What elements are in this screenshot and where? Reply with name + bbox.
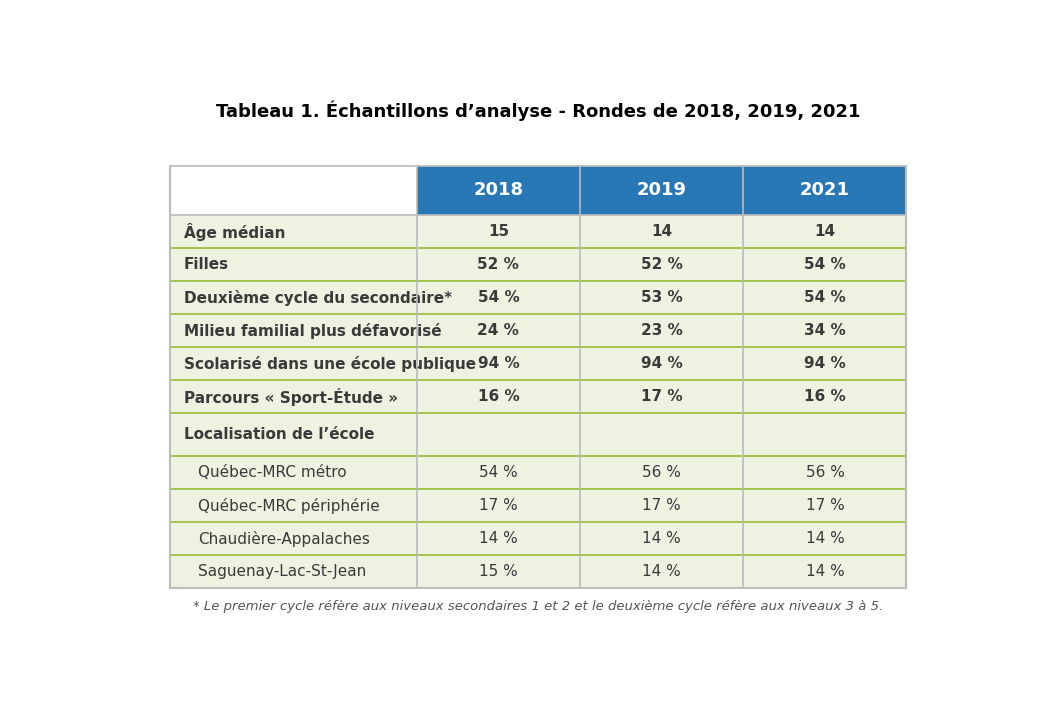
Bar (170, 248, 906, 281)
Text: 54 %: 54 % (478, 290, 520, 305)
Text: 17 %: 17 % (643, 498, 681, 513)
Text: 94 %: 94 % (804, 356, 846, 371)
Text: 52 %: 52 % (640, 257, 682, 272)
Text: Tableau 1. Échantillons d’analyse - Rondes de 2018, 2019, 2021: Tableau 1. Échantillons d’analyse - Rond… (216, 100, 860, 121)
Text: 14 %: 14 % (643, 531, 681, 546)
Text: 53 %: 53 % (640, 290, 682, 305)
Text: 14: 14 (651, 225, 672, 240)
Text: 16 %: 16 % (804, 390, 846, 405)
Text: 94 %: 94 % (640, 356, 682, 371)
Text: 54 %: 54 % (804, 257, 846, 272)
Text: 14 %: 14 % (805, 531, 844, 546)
Text: Chaudière-Appalaches: Chaudière-Appalaches (198, 531, 371, 547)
Text: Scolarisé dans une école publique: Scolarisé dans une école publique (184, 356, 476, 372)
Text: 24 %: 24 % (478, 323, 520, 338)
Text: 2018: 2018 (474, 182, 524, 199)
Text: 54 %: 54 % (479, 465, 518, 480)
Text: 15 %: 15 % (479, 564, 518, 579)
Text: 94 %: 94 % (478, 356, 520, 371)
Text: 17 %: 17 % (640, 390, 682, 405)
Text: 23 %: 23 % (640, 323, 682, 338)
Bar (170, 413, 906, 456)
Bar (170, 315, 906, 347)
Text: 14 %: 14 % (479, 531, 518, 546)
Text: Québec-MRC périphérie: Québec-MRC périphérie (198, 498, 380, 514)
Text: 16 %: 16 % (478, 390, 520, 405)
Text: Deuxième cycle du secondaire*: Deuxième cycle du secondaire* (184, 290, 452, 306)
Bar (170, 456, 906, 489)
Text: Saguenay-Lac-St-Jean: Saguenay-Lac-St-Jean (198, 564, 366, 579)
Text: Milieu familial plus défavorisé: Milieu familial plus défavorisé (184, 322, 441, 339)
Text: 14 %: 14 % (805, 564, 844, 579)
Bar (170, 380, 906, 413)
Bar (170, 281, 906, 315)
Bar (580, 166, 743, 215)
Text: Québec-MRC métro: Québec-MRC métro (198, 465, 346, 480)
Bar (417, 166, 580, 215)
Text: 54 %: 54 % (804, 290, 846, 305)
Text: Parcours « Sport-Étude »: Parcours « Sport-Étude » (184, 388, 398, 406)
Text: Filles: Filles (184, 257, 229, 272)
Text: 34 %: 34 % (804, 323, 846, 338)
Bar (170, 523, 906, 556)
Text: 2019: 2019 (636, 182, 687, 199)
Bar (170, 215, 906, 248)
Bar (170, 166, 417, 215)
Text: 14 %: 14 % (643, 564, 681, 579)
Text: 2021: 2021 (800, 182, 851, 199)
Text: * Le premier cycle réfère aux niveaux secondaires 1 et 2 et le deuxième cycle ré: * Le premier cycle réfère aux niveaux se… (193, 600, 883, 613)
Bar (170, 347, 906, 380)
Bar (170, 489, 906, 523)
Text: 52 %: 52 % (478, 257, 520, 272)
Text: Localisation de l’école: Localisation de l’école (184, 428, 374, 443)
Text: 56 %: 56 % (805, 465, 844, 480)
Bar (170, 556, 906, 588)
Text: 17 %: 17 % (805, 498, 844, 513)
Text: 14: 14 (815, 225, 836, 240)
Text: 17 %: 17 % (479, 498, 518, 513)
Bar (743, 166, 907, 215)
Text: 56 %: 56 % (643, 465, 681, 480)
Text: Âge médian: Âge médian (184, 222, 285, 241)
Text: 15: 15 (488, 225, 509, 240)
